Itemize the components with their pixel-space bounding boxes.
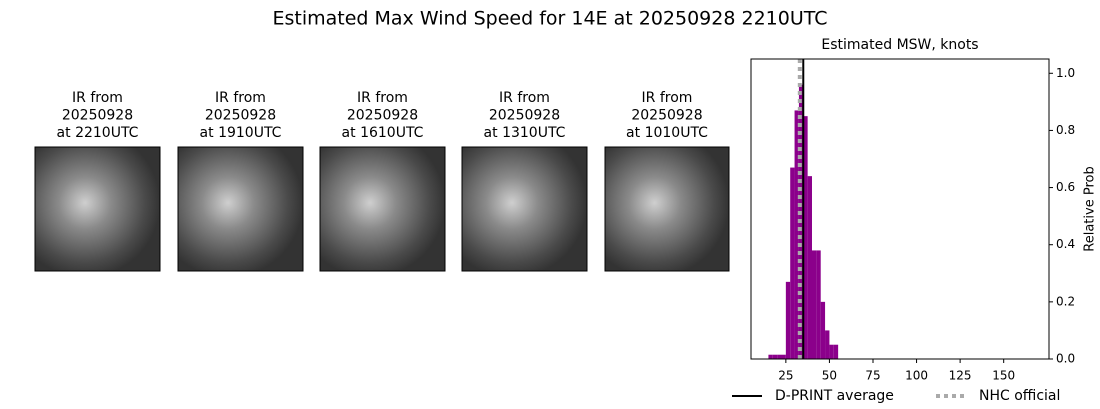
panel-caption: IR from <box>357 90 408 106</box>
panel-caption: 20250928 <box>62 108 133 124</box>
x-tick-label: 25 <box>778 369 793 383</box>
y-tick-label: 0.0 <box>1056 352 1075 366</box>
figure-title: Estimated Max Wind Speed for 14E at 2025… <box>272 8 827 30</box>
ir-image <box>461 146 588 272</box>
ir-image <box>177 146 304 272</box>
bar <box>803 116 808 360</box>
panel-caption: at 1910UTC <box>200 125 282 141</box>
panel-caption: at 2210UTC <box>57 125 139 141</box>
ir-images <box>34 146 730 272</box>
bar <box>833 344 839 359</box>
x-tick-label: 150 <box>992 369 1015 383</box>
panel-caption: IR from <box>642 90 693 106</box>
plot-frame <box>750 58 1050 360</box>
bar <box>777 354 782 359</box>
panel-caption: at 1010UTC <box>626 125 708 141</box>
bar <box>772 354 778 359</box>
bar <box>807 176 812 359</box>
ir-image <box>319 146 446 272</box>
panel-caption: at 1610UTC <box>342 125 424 141</box>
panel-caption: 20250928 <box>631 108 702 124</box>
legend-label: D-PRINT average <box>775 388 894 404</box>
panel-caption: IR from <box>499 90 550 106</box>
x-tick-label: 100 <box>905 369 928 383</box>
chart-title: Estimated MSW, knots <box>821 37 978 53</box>
x-tick-label: 50 <box>822 369 837 383</box>
bar <box>829 344 834 359</box>
panel-caption: IR from <box>72 90 123 106</box>
y-axis-label: Relative Prob <box>1083 166 1098 251</box>
legend-label: NHC official <box>979 388 1060 404</box>
bar <box>825 330 830 359</box>
ir-image <box>604 146 730 272</box>
bar <box>794 110 799 359</box>
y-tick-label: 0.8 <box>1056 123 1075 137</box>
bar <box>816 250 821 359</box>
y-tick-label: 0.4 <box>1056 237 1075 251</box>
bar <box>785 281 791 359</box>
bar <box>811 250 817 359</box>
x-tick-label: 125 <box>949 369 972 383</box>
panel-caption: IR from <box>215 90 266 106</box>
panel-caption: at 1310UTC <box>484 125 566 141</box>
x-tick-label: 75 <box>865 369 880 383</box>
y-tick-label: 0.2 <box>1056 294 1075 308</box>
bar <box>781 354 786 359</box>
panel-caption: 20250928 <box>347 108 418 124</box>
panel-caption: 20250928 <box>489 108 560 124</box>
y-tick-label: 1.0 <box>1056 66 1075 80</box>
bar <box>820 301 826 359</box>
ir-image <box>34 146 161 272</box>
bar <box>768 354 773 359</box>
panel-caption: 20250928 <box>205 108 276 124</box>
bar <box>790 167 795 359</box>
y-tick-label: 0.6 <box>1056 180 1075 194</box>
